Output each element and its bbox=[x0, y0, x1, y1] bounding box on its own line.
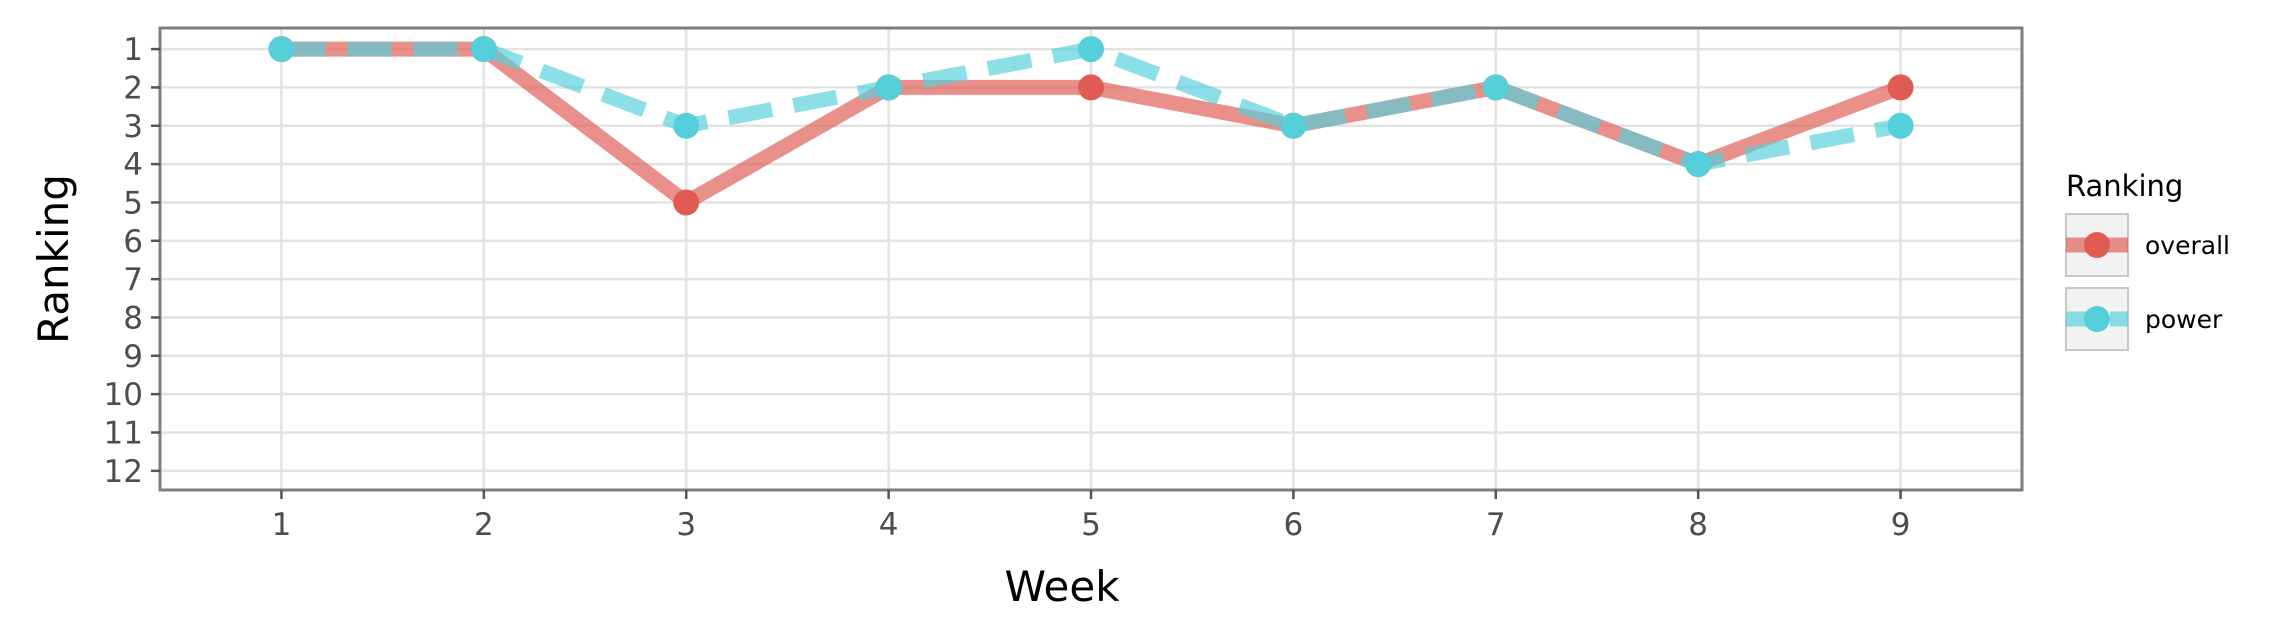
series-points bbox=[268, 36, 1914, 216]
data-point-power bbox=[1685, 151, 1712, 178]
x-tick-label: 5 bbox=[1081, 507, 1101, 543]
x-tick-label: 6 bbox=[1284, 507, 1304, 543]
legend-label-overall: overall bbox=[2145, 231, 2230, 260]
y-tick-label: 2 bbox=[123, 70, 143, 106]
data-point-overall bbox=[1887, 74, 1914, 101]
x-tick-label: 4 bbox=[879, 507, 899, 543]
data-point-power bbox=[1482, 74, 1509, 101]
y-tick-label: 6 bbox=[123, 224, 143, 260]
x-tick-label: 7 bbox=[1486, 507, 1506, 543]
data-point-power bbox=[470, 36, 497, 63]
y-tick-label: 10 bbox=[104, 377, 143, 413]
data-point-overall bbox=[673, 189, 700, 216]
y-tick-label: 5 bbox=[123, 185, 143, 221]
legend-key-power bbox=[2065, 287, 2129, 351]
legend-key-overall bbox=[2065, 213, 2129, 277]
data-point-power bbox=[875, 74, 902, 101]
data-point-power bbox=[268, 36, 295, 63]
legend-label-power: power bbox=[2145, 305, 2223, 334]
y-tick-label: 11 bbox=[104, 415, 143, 451]
y-axis-title: Ranking bbox=[29, 174, 78, 344]
y-tick-label: 1 bbox=[123, 32, 143, 68]
x-axis-title: Week bbox=[1004, 562, 1120, 611]
data-point-power bbox=[1887, 112, 1914, 139]
x-tick-label: 9 bbox=[1891, 507, 1911, 543]
x-tick-label: 8 bbox=[1688, 507, 1708, 543]
y-tick-label: 4 bbox=[123, 147, 143, 183]
data-point-power bbox=[673, 112, 700, 139]
x-axis: 1 2 3 4 5 6 7 8 9 bbox=[272, 490, 1911, 543]
y-tick-label: 3 bbox=[123, 109, 143, 145]
y-tick-label: 9 bbox=[123, 339, 143, 375]
legend-title: Ranking bbox=[2066, 169, 2183, 203]
data-point-overall bbox=[1078, 74, 1104, 101]
x-tick-label: 2 bbox=[474, 507, 494, 543]
data-point-power bbox=[1078, 36, 1104, 63]
x-tick-label: 3 bbox=[676, 507, 696, 543]
y-tick-label: 12 bbox=[104, 454, 143, 490]
y-tick-label: 8 bbox=[123, 300, 143, 336]
y-tick-label: 7 bbox=[123, 262, 143, 298]
legend: Ranking overall power bbox=[2065, 169, 2230, 351]
x-tick-label: 1 bbox=[272, 507, 292, 543]
data-point-power bbox=[1280, 112, 1307, 139]
